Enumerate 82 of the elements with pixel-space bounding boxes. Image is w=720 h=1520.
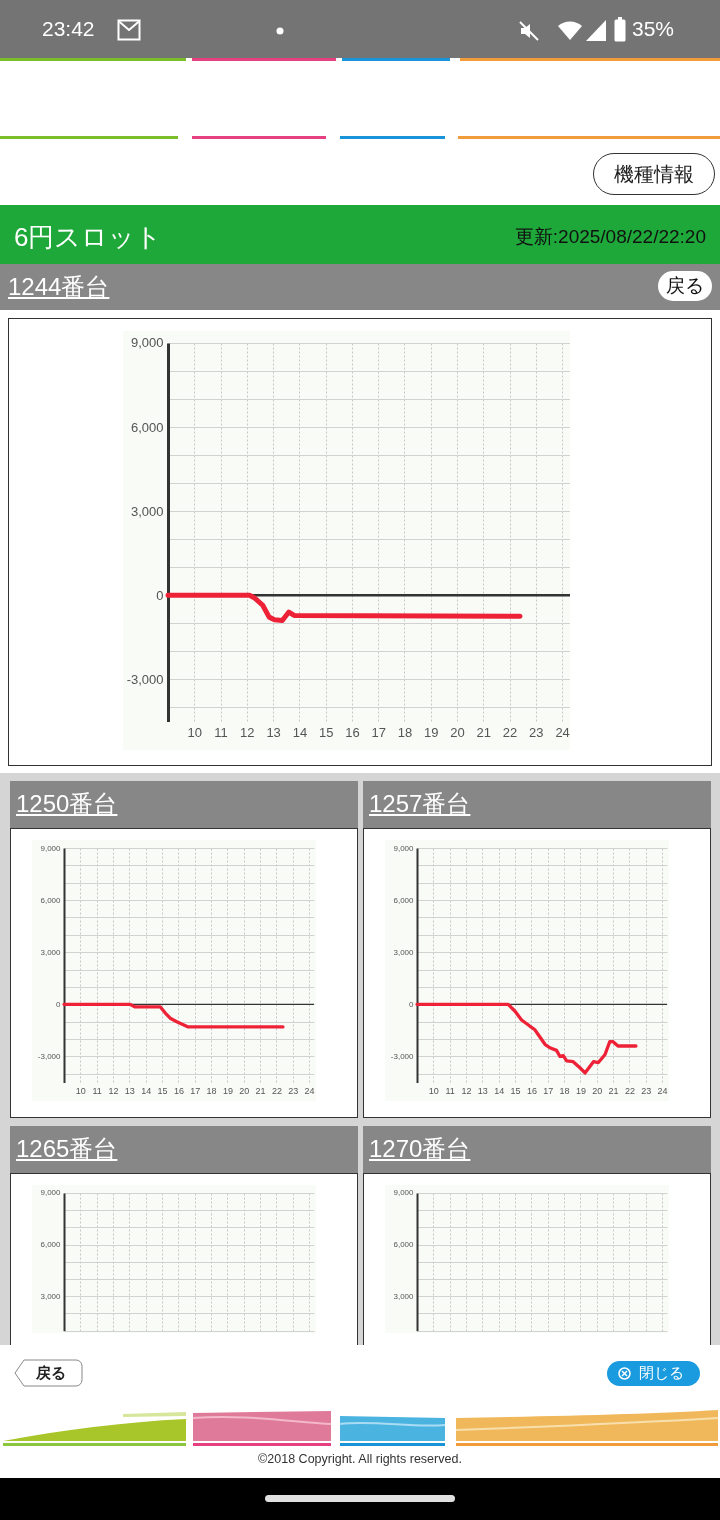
y-tick-label: 6,000 [393, 1240, 415, 1250]
x-tick-label: 12 [108, 1086, 119, 1097]
x-tick-label: 18 [206, 1086, 217, 1097]
y-tick-label: 0 [409, 1000, 415, 1010]
x-tick-label: 22 [502, 725, 517, 741]
x-tick-label: 14 [141, 1086, 152, 1097]
y-tick-label: -3,000 [390, 1052, 415, 1062]
text: 6円スロット [14, 221, 163, 254]
text: 35% [632, 17, 675, 41]
y-tick-label: 6,000 [40, 1240, 62, 1250]
x-tick-label: 14 [292, 725, 307, 741]
x-tick-label: 20 [239, 1086, 250, 1097]
x-tick-label: 11 [92, 1086, 102, 1097]
y-tick-label: 9,000 [40, 1188, 62, 1198]
x-tick-label: 11 [214, 725, 228, 741]
x-tick-label: 19 [423, 725, 439, 741]
x-tick-label: 10 [187, 725, 202, 741]
y-tick-label: 6,000 [40, 895, 62, 905]
y-tick-label: 9,000 [393, 843, 415, 853]
x-tick-label: 11 [445, 1086, 455, 1097]
x-tick-label: 20 [449, 725, 465, 741]
x-tick-label: 21 [608, 1086, 619, 1097]
line-series [62, 1002, 285, 1029]
back-button: 戻る [14, 1359, 83, 1387]
x-tick-label: 24 [555, 725, 570, 741]
text: 更新:2025/08/22/22:20 [514, 225, 706, 249]
x-tick-label: 23 [641, 1086, 652, 1097]
x-tick-label: 13 [477, 1086, 488, 1097]
y-tick-label: 9,000 [130, 335, 164, 351]
back-button: 戻る [658, 271, 712, 301]
chart-title: 1244番台 [8, 272, 110, 302]
x-tick-label: 17 [543, 1086, 554, 1097]
x-tick-label: 15 [157, 1086, 168, 1097]
y-tick-label: 3,000 [393, 948, 415, 958]
chart-title: 1250番台 [16, 789, 118, 819]
x-tick-label: 22 [624, 1086, 635, 1097]
chart-title: 1270番台 [369, 1134, 471, 1164]
x-tick-label: 10 [428, 1086, 439, 1097]
line-series [415, 1002, 638, 1075]
text: ©2018 Copyright. All rights reserved. [257, 1452, 463, 1466]
x-tick-label: 24 [657, 1086, 668, 1097]
y-tick-label: 9,000 [393, 1188, 415, 1198]
x-tick-label: 22 [271, 1086, 282, 1097]
y-tick-label: 0 [155, 588, 164, 604]
y-tick-label: 3,000 [40, 948, 62, 958]
close-button: 閉じる [607, 1361, 700, 1386]
x-tick-label: 15 [318, 725, 334, 741]
y-tick-label: 3,000 [393, 1292, 415, 1302]
text: 23:42 [42, 17, 95, 41]
x-tick-label: 13 [266, 725, 281, 741]
model-info-button: 機種情報 [593, 153, 715, 195]
x-tick-label: 16 [173, 1086, 184, 1097]
x-tick-label: 21 [255, 1086, 266, 1097]
x-tick-label: 23 [528, 725, 544, 741]
x-tick-label: 14 [494, 1086, 505, 1097]
x-tick-label: 12 [239, 725, 255, 741]
x-tick-label: 24 [304, 1086, 315, 1097]
x-tick-label: 18 [397, 725, 412, 741]
chart-title: 1265番台 [16, 1134, 118, 1164]
y-tick-label: 6,000 [393, 895, 415, 905]
y-tick-label: -3,000 [37, 1052, 62, 1062]
x-tick-label: 20 [592, 1086, 603, 1097]
x-tick-label: 19 [575, 1086, 586, 1097]
y-tick-label: 6,000 [130, 419, 164, 435]
x-tick-label: 18 [559, 1086, 570, 1097]
x-tick-label: 17 [190, 1086, 201, 1097]
x-tick-label: 21 [476, 725, 491, 741]
x-tick-label: 23 [288, 1086, 299, 1097]
chart-title: 1257番台 [369, 789, 471, 819]
x-tick-label: 10 [75, 1086, 86, 1097]
y-tick-label: 9,000 [40, 843, 62, 853]
x-tick-label: 13 [124, 1086, 135, 1097]
x-tick-label: 17 [371, 725, 386, 741]
y-tick-label: 3,000 [40, 1292, 62, 1302]
y-tick-label: 0 [56, 1000, 62, 1010]
x-tick-label: 19 [222, 1086, 233, 1097]
x-tick-label: 16 [526, 1086, 537, 1097]
x-tick-label: 16 [344, 725, 360, 741]
y-tick-label: -3,000 [126, 672, 164, 688]
y-tick-label: 3,000 [130, 503, 164, 519]
x-tick-label: 15 [510, 1086, 521, 1097]
x-tick-label: 12 [461, 1086, 472, 1097]
